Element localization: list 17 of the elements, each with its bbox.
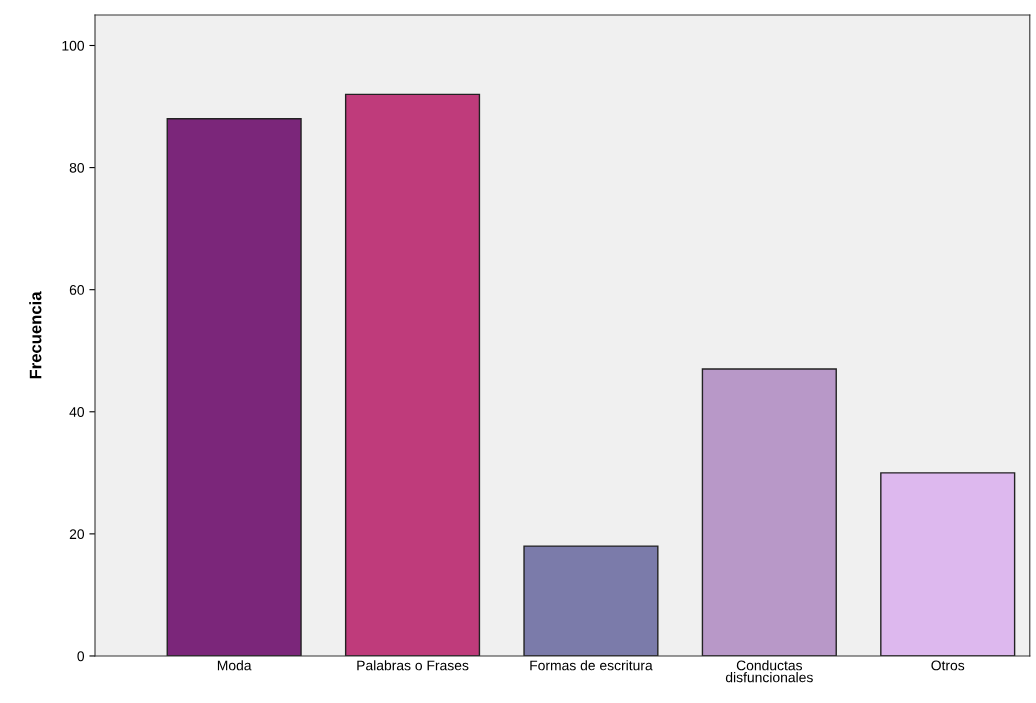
y-tick-label: 0 <box>77 651 85 662</box>
bar <box>166 118 302 656</box>
bar <box>344 93 481 656</box>
y-tick-label: 100 <box>62 40 85 51</box>
x-tick-label: Moda <box>217 660 252 671</box>
y-tick-label: 80 <box>69 162 85 173</box>
bar <box>701 368 837 656</box>
y-tick-label: 40 <box>69 407 85 417</box>
y-axis-title: Frecuencia <box>29 291 42 379</box>
y-tick-label: 60 <box>69 285 85 295</box>
bar <box>880 472 1016 656</box>
bar <box>523 545 659 656</box>
x-tick-label: Otros <box>931 660 965 671</box>
y-tick-label: 20 <box>69 529 85 540</box>
x-tick-label: Formas de escritura <box>530 660 653 671</box>
x-tick-label: Conductas disfuncionales <box>725 660 813 683</box>
x-tick-label: Palabras o Frases <box>357 660 469 671</box>
